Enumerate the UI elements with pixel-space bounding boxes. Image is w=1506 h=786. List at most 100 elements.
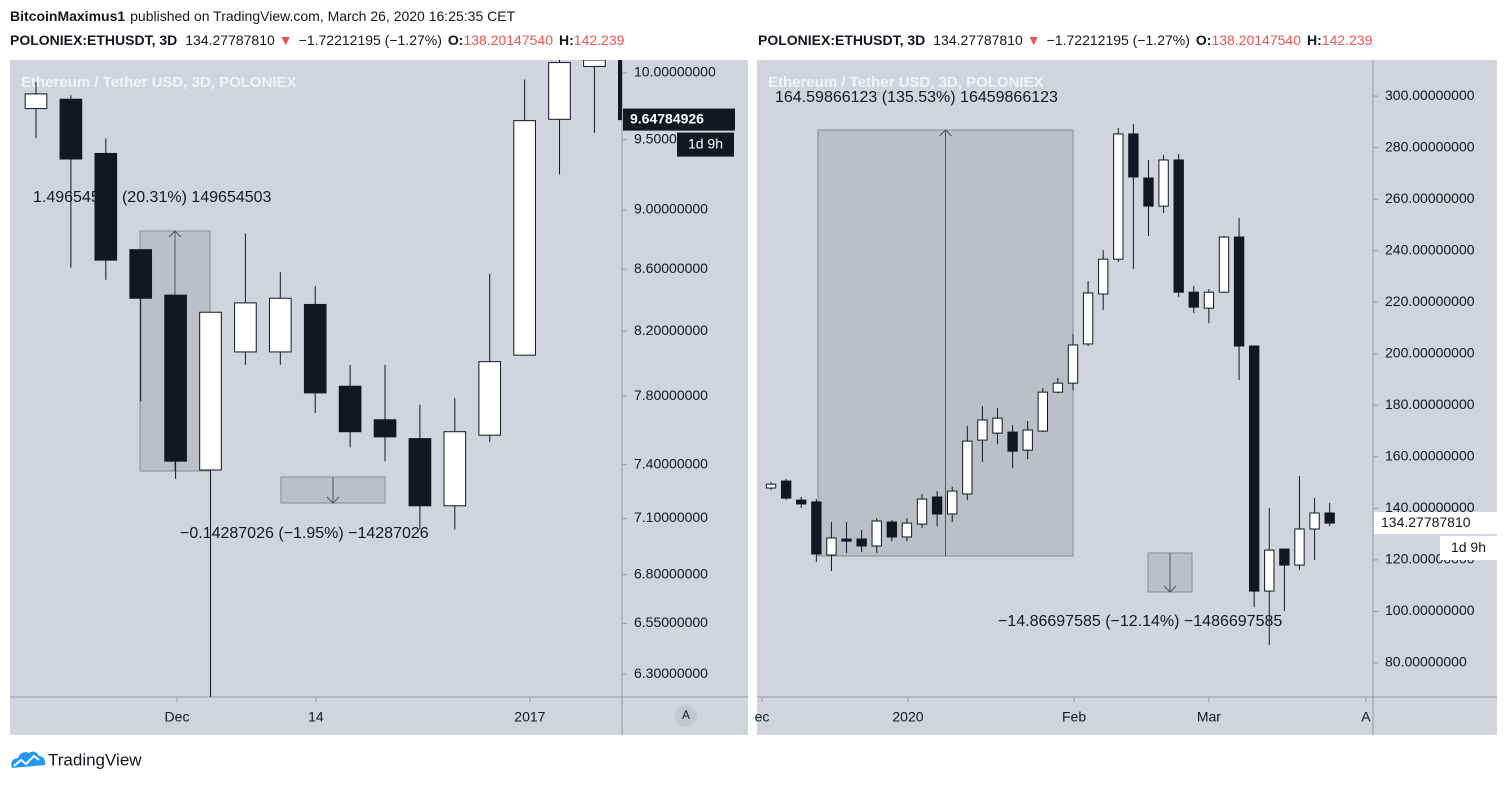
candle-body [1158,159,1169,207]
candle-body [962,440,973,495]
candle-body [164,294,187,462]
measure-label: −0.14287026 (−1.95%) −14287026 [180,525,429,542]
panel-background [10,60,748,735]
candle-body [303,303,327,394]
candle-body [1007,431,1018,452]
chart-panel: POLONIEX:ETHUSDT, 3D 134.27787810 ▼ −1.7221… [755,32,1497,735]
last-price-label: 134.27787810 [1381,514,1471,530]
watermark: Ethereum / Tether USD, 3D, POLONIEX [21,74,297,91]
candle-body [234,302,257,353]
legend: POLONIEX:ETHUSDT, 3D 134.27787810 ▼ −1.7221… [758,32,1373,48]
measure-arrow-head [1163,585,1177,593]
high-label: H: [1307,32,1322,48]
candle-body [947,490,958,515]
candle-body [856,538,867,547]
candle-body [977,419,988,441]
candle-body [338,385,362,433]
candle-body [59,98,83,160]
candle-body [1248,345,1260,592]
candle-body [199,311,222,471]
candle-body [826,537,837,556]
candle-body [373,419,397,438]
candle-body [811,501,822,555]
change: −1.72212195 (−1.27%) [299,32,442,48]
candle-body [796,499,807,505]
x-tick-label: Mar [1197,709,1221,725]
candle-body [931,496,943,515]
x-tick-label: 14 [308,709,324,725]
watermark: Ethereum / Tether USD, 3D, POLONIEX [768,74,1044,91]
candle-body [24,93,48,110]
author: BitcoinMaximus1 [10,8,125,24]
candle-body [1294,528,1305,566]
y-tick-label: 9.00000000 [634,201,708,217]
candle-body [1309,512,1320,530]
logo-line [13,754,40,767]
candle-body [513,120,536,356]
open: 138.20147540 [1211,32,1301,48]
x-tick-label: 2020 [892,709,923,725]
candle-body [780,480,792,499]
open-label: O: [448,32,464,48]
candle-body [1324,512,1335,524]
candle-body [1279,548,1290,566]
candle-body [1173,159,1184,293]
measure-arrow-head [168,230,182,238]
x-tick-label: Feb [1062,709,1086,725]
candle-body [1233,236,1245,347]
y-tick-label: 8.20000000 [634,322,708,338]
y-tick-label: 100.00000000 [1385,602,1475,618]
published: published on TradingView.com, March 26, … [130,8,515,24]
last-price-box [1374,512,1497,535]
high: 142.239 [1322,32,1373,48]
y-tick-label: 7.40000000 [634,455,708,471]
candle-body [1067,344,1079,384]
candle-body [1143,177,1154,207]
last-price-label: 9.64784926 [630,110,704,126]
candle-body [478,361,502,436]
y-tick-label: 160.00000000 [1385,448,1475,464]
candle-body [94,152,118,261]
candle-body [1113,133,1124,260]
candle-body [1022,429,1033,451]
down-arrow-icon: ▼ [1027,32,1041,48]
candle-body [871,520,882,547]
countdown: 1d 9h [688,135,723,151]
autoscale-button [675,705,697,727]
high: 142.239 [574,32,625,48]
candle-body [129,249,153,299]
symbol: POLONIEX:ETHUSDT, 3D [10,32,177,48]
down-arrow-icon: ▼ [279,32,293,48]
candle-body [841,538,852,542]
logo-cloud [11,751,46,768]
candle-body [1218,236,1230,293]
candle-body [1128,133,1139,178]
y-tick-label: 7.10000000 [634,509,708,525]
measure-label: 1.49654503 (20.31%) 149654503 [33,189,272,206]
y-tick-label: 6.30000000 [634,665,708,681]
y-tick-label: 300.00000000 [1385,87,1475,103]
x-tick-label: Dec [165,709,190,725]
candle-body [1203,291,1215,309]
y-tick-label: 80.00000000 [1385,654,1467,670]
y-tick-label: 6.55000000 [634,614,708,630]
symbol: POLONIEX:ETHUSDT, 3D [758,32,925,48]
measure-label: 164.59866123 (135.53%) 16459866123 [775,89,1058,106]
candle-body [1037,391,1048,432]
y-tick-label: 140.00000000 [1385,499,1475,515]
candle-body [583,60,606,67]
x-tick-label: A [1361,709,1371,725]
candle-body [916,498,928,525]
candle-body [618,60,622,121]
x-tick-label: 2017 [514,709,545,725]
candle-body [443,431,467,507]
open: 138.20147540 [463,32,553,48]
plot-area [765,124,1335,645]
countdown-box [1440,536,1497,561]
candle-body [1264,549,1275,592]
candle-body [1098,258,1109,295]
candle-body [1052,382,1064,393]
high-label: H: [559,32,574,48]
y-tick-label: 180.00000000 [1385,396,1475,412]
candle-body [765,483,777,489]
